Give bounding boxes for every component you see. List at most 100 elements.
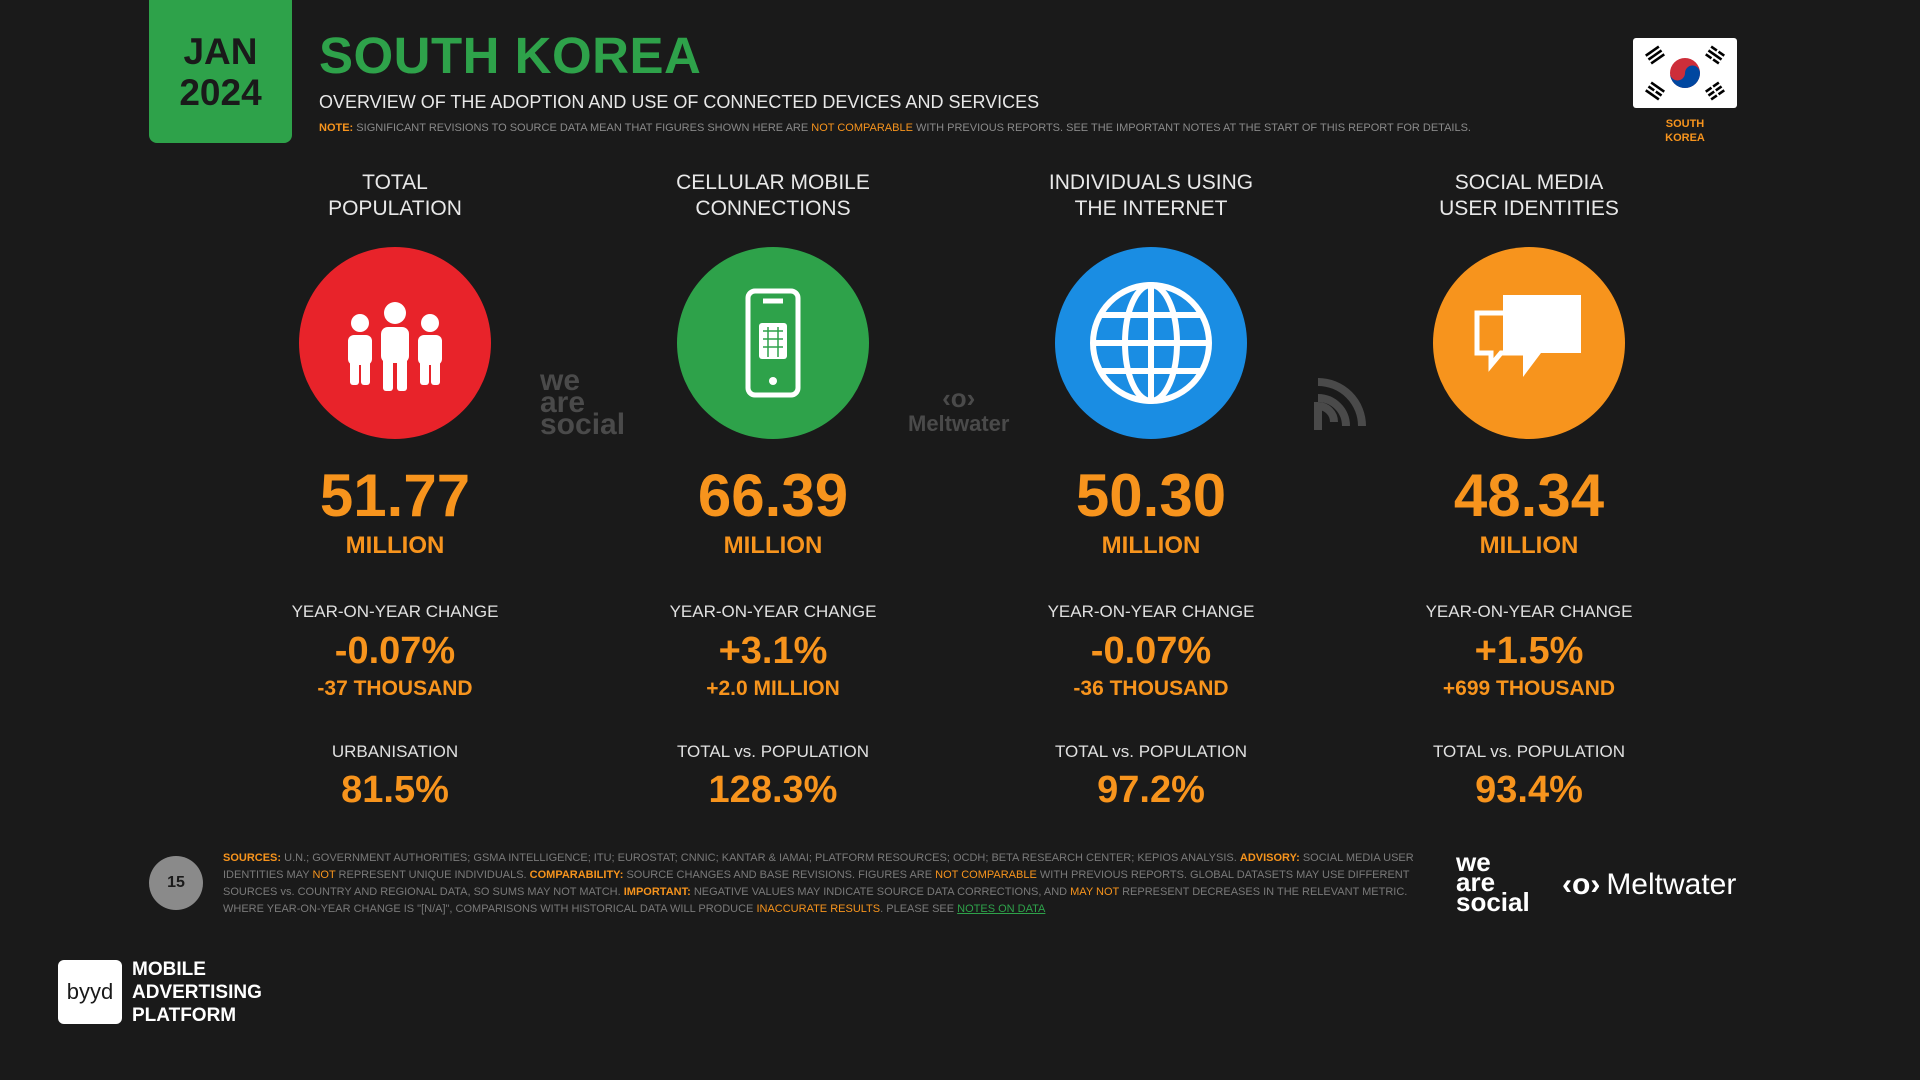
yoy-percent: +1.5% — [1474, 630, 1584, 672]
note-label: NOTE: — [319, 122, 354, 134]
secondary-value: 128.3% — [708, 769, 838, 811]
advisory-body-2: REPRESENT UNIQUE INDIVIDUALS. — [338, 869, 527, 881]
advisory-body: SOCIAL MEDIA USER IDENTITIES MAY — [223, 852, 1414, 881]
primary-value: 66.39 — [697, 462, 849, 529]
we-are-social-logo: we are social — [1456, 847, 1530, 917]
column-title: CELLULAR MOBILE CONNECTIONS — [608, 170, 938, 226]
yoy-label: YEAR-ON-YEAR CHANGE — [1047, 602, 1255, 621]
yoy-percent: -0.07% — [1090, 630, 1212, 672]
yoy-absolute: -37 THOUSAND — [317, 677, 473, 700]
important-highlight: MAY NOT — [1070, 886, 1120, 898]
yoy-absolute: -36 THOUSAND — [1073, 677, 1229, 700]
yoy-percent: -0.07% — [334, 630, 456, 672]
advisory-label: ADVISORY: — [1239, 852, 1300, 864]
primary-unit: MILLION — [345, 532, 445, 559]
yoy-label: YEAR-ON-YEAR CHANGE — [291, 602, 499, 621]
inaccurate-highlight: INACCURATE RESULTS — [756, 903, 881, 915]
yoy-label: YEAR-ON-YEAR CHANGE — [669, 602, 877, 621]
page-number: 15 — [149, 856, 203, 910]
meltwater-logo-text: Meltwater — [1606, 868, 1737, 901]
sources-text: SOURCES: U.N.; GOVERNMENT AUTHORITIES; G… — [223, 850, 1423, 918]
column-title-line-1: INDIVIDUALS USING — [1048, 171, 1254, 194]
note-text-2: WITH PREVIOUS REPORTS. SEE THE IMPORTANT… — [915, 122, 1471, 134]
important-body: NEGATIVE VALUES MAY INDICATE SOURCE DATA… — [693, 886, 1068, 898]
notes-on-data-link[interactable]: NOTES ON DATA — [957, 903, 1046, 915]
column-title: SOCIAL MEDIA USER IDENTITIES — [1364, 170, 1694, 226]
watermark-line-1: we — [540, 364, 581, 397]
meltwater-watermark-icon: ‹o› — [942, 383, 976, 413]
secondary-value: 93.4% — [1475, 769, 1583, 811]
important-body-2: REPRESENT DECREASES IN THE RELEVANT METR… — [223, 886, 1408, 915]
column-title-line-1: SOCIAL MEDIA — [1454, 171, 1604, 194]
secondary-label: TOTAL vs. POPULATION — [1432, 742, 1626, 761]
page-title: SOUTH KOREA — [319, 27, 702, 84]
flag-label-line-1: SOUTH — [1665, 118, 1705, 130]
byyd-tagline-line-2: ADVERTISING — [132, 982, 262, 1003]
column-title-line-1: CELLULAR MOBILE — [676, 171, 870, 194]
primary-unit: MILLION — [1479, 532, 1579, 559]
logo-line-3: social — [1456, 887, 1530, 917]
meltwater-icon: ‹o› — [1562, 868, 1601, 901]
yoy-percent: +3.1% — [718, 630, 828, 672]
column-title-line-2: USER IDENTITIES — [1439, 197, 1619, 220]
sources-body: U.N.; GOVERNMENT AUTHORITIES; GSMA INTEL… — [284, 852, 1237, 864]
south-korea-flag-icon — [1633, 38, 1737, 108]
byyd-tagline-line-3: PLATFORM — [132, 1005, 237, 1026]
stat-column-mobile: CELLULAR MOBILE CONNECTIONS 66.39 MILLIO… — [608, 170, 938, 812]
secondary-value: 97.2% — [1097, 769, 1205, 811]
secondary-label: URBANISATION — [331, 742, 459, 761]
column-title-line-2: CONNECTIONS — [695, 197, 851, 220]
datareportal-watermark-icon — [1312, 370, 1376, 439]
yoy-absolute: +699 THOUSAND — [1442, 677, 1616, 700]
meltwater-watermark-text: Meltwater — [908, 411, 1010, 436]
secondary-value: 81.5% — [341, 769, 449, 811]
column-title-line-2: POPULATION — [328, 197, 462, 220]
chat-bubbles-icon — [1433, 247, 1625, 439]
stat-column-internet: INDIVIDUALS USING THE INTERNET 50.30 MIL… — [986, 170, 1316, 812]
advisory-highlight: NOT — [312, 869, 336, 881]
comparability-body: SOURCE CHANGES AND BASE REVISIONS. FIGUR… — [626, 869, 933, 881]
stat-column-social-media: SOCIAL MEDIA USER IDENTITIES 48.34 MILLI… — [1364, 170, 1694, 812]
byyd-tagline: MOBILE ADVERTISING PLATFORM — [132, 958, 262, 1027]
yoy-label: YEAR-ON-YEAR CHANGE — [1425, 602, 1633, 621]
date-badge: JAN 2024 — [149, 0, 292, 143]
meltwater-logo: ‹o› Meltwater — [1562, 868, 1736, 902]
note-line: NOTE: SIGNIFICANT REVISIONS TO SOURCE DA… — [319, 122, 1471, 134]
page-subtitle: OVERVIEW OF THE ADOPTION AND USE OF CONN… — [319, 92, 1040, 112]
flag-label: SOUTH KOREA — [1633, 117, 1737, 145]
note-text: SIGNIFICANT REVISIONS TO SOURCE DATA MEA… — [356, 122, 809, 134]
watermark-line-2: are — [540, 386, 586, 419]
secondary-label: TOTAL vs. POPULATION — [676, 742, 870, 761]
primary-value: 48.34 — [1453, 462, 1605, 529]
date-month: JAN — [183, 30, 258, 72]
secondary-label: TOTAL vs. POPULATION — [1054, 742, 1248, 761]
please-see-text: . PLEASE SEE — [880, 903, 955, 915]
logo-line-1: we — [1456, 847, 1491, 877]
primary-unit: MILLION — [1101, 532, 1201, 559]
column-title-line-2: THE INTERNET — [1074, 197, 1228, 220]
people-icon — [299, 247, 491, 439]
primary-unit: MILLION — [723, 532, 823, 559]
watermark-line-3: social — [540, 408, 626, 441]
primary-value: 51.77 — [319, 462, 471, 529]
comparability-highlight: NOT COMPARABLE — [935, 869, 1037, 881]
globe-icon — [1055, 247, 1247, 439]
logo-line-2: are — [1456, 867, 1496, 897]
we-are-social-watermark: we are social — [540, 364, 626, 441]
important-label: IMPORTANT: — [623, 886, 691, 898]
column-title-line-1: TOTAL — [362, 171, 428, 194]
date-year: 2024 — [179, 71, 262, 113]
meltwater-watermark: ‹o› Meltwater — [908, 385, 1009, 437]
sources-label: SOURCES: — [223, 852, 282, 864]
byyd-tagline-line-1: MOBILE — [132, 959, 206, 980]
primary-value: 50.30 — [1075, 462, 1227, 529]
byyd-logo: byyd — [58, 960, 122, 1024]
column-title: TOTAL POPULATION — [230, 170, 560, 226]
yoy-absolute: +2.0 MILLION — [706, 677, 840, 700]
flag-label-line-2: KOREA — [1665, 132, 1705, 144]
comparability-label: COMPARABILITY: — [529, 869, 624, 881]
column-title: INDIVIDUALS USING THE INTERNET — [986, 170, 1316, 226]
comparability-body-2: WITH PREVIOUS REPORTS. GLOBAL DATASETS M… — [223, 869, 1410, 898]
note-highlight: NOT COMPARABLE — [811, 122, 913, 134]
stat-column-population: TOTAL POPULATION 51.77 MILLION YEAR-ON-Y… — [230, 170, 560, 812]
